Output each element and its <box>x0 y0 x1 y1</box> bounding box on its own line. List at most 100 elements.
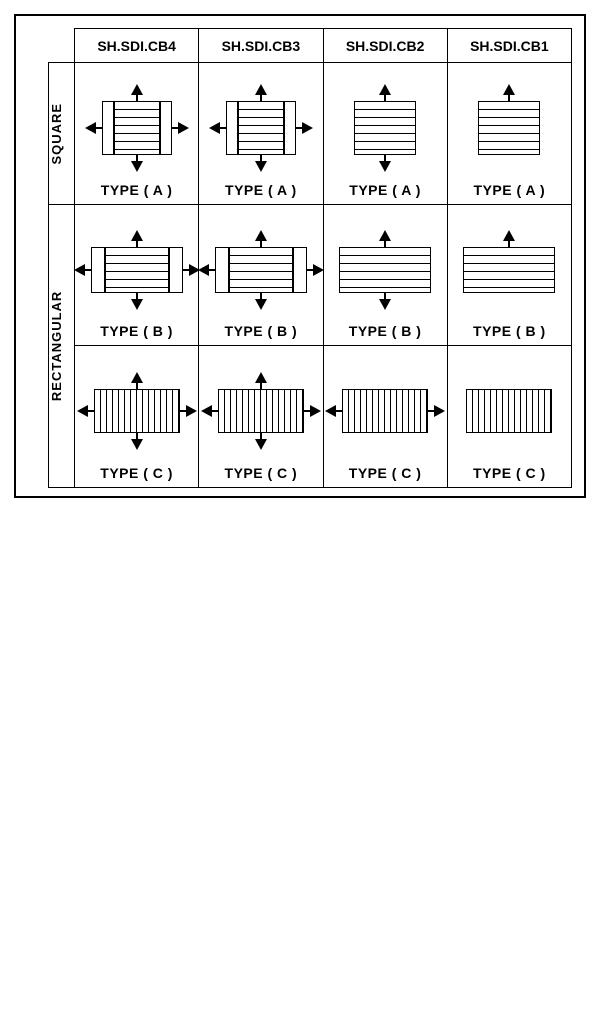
arrow-left-icon <box>77 405 88 417</box>
arrow-right-icon <box>310 405 321 417</box>
caption: TYPE ( A ) <box>448 182 571 198</box>
core-panel <box>478 101 540 155</box>
caption: TYPE ( C ) <box>75 465 198 481</box>
cell-A-3: TYPE ( A ) <box>447 63 571 205</box>
caption: TYPE ( B ) <box>75 323 198 339</box>
diagram <box>226 101 296 155</box>
arrow-left-icon <box>198 264 209 276</box>
arrow-up-stem <box>508 241 510 247</box>
arrow-left-stem <box>88 410 94 412</box>
arrow-up-icon <box>379 230 391 241</box>
side-panel <box>226 101 238 155</box>
cell-A-1: TYPE ( A ) <box>199 63 323 205</box>
core-panel <box>342 389 428 433</box>
side-panel <box>102 101 114 155</box>
arrow-right-icon <box>434 405 445 417</box>
side-panel <box>91 247 105 293</box>
arrow-up-icon <box>503 230 515 241</box>
arrow-up-icon <box>379 84 391 95</box>
arrow-up-icon <box>255 372 267 383</box>
row-C: TYPE ( C ) TYPE ( C ) TYPE ( C ) TYPE ( … <box>49 346 572 488</box>
core-panel <box>94 389 180 433</box>
arrow-down-icon <box>131 161 143 172</box>
arrow-up-stem <box>508 95 510 101</box>
cell-C-1: TYPE ( C ) <box>199 346 323 488</box>
diagram <box>215 247 307 293</box>
arrow-down-icon <box>379 161 391 172</box>
cell-C-2: TYPE ( C ) <box>323 346 447 488</box>
arrow-up-stem <box>260 383 262 389</box>
arrow-left-stem <box>212 410 218 412</box>
arrow-down-icon <box>131 299 143 310</box>
corner-cell <box>49 29 75 63</box>
caption: TYPE ( B ) <box>199 323 322 339</box>
arrow-up-icon <box>131 372 143 383</box>
caption: TYPE ( C ) <box>448 465 571 481</box>
diagram <box>91 247 183 293</box>
arrow-up-stem <box>384 95 386 101</box>
arrow-left-stem <box>85 269 91 271</box>
arrow-right-icon <box>186 405 197 417</box>
arrow-down-icon <box>379 299 391 310</box>
core-panel <box>354 101 416 155</box>
arrow-up-stem <box>260 95 262 101</box>
col-header-3: SH.SDI.CB1 <box>447 29 571 63</box>
side-panel <box>284 101 296 155</box>
arrow-up-icon <box>255 230 267 241</box>
side-panel <box>169 247 183 293</box>
core-panel <box>218 389 304 433</box>
arrow-left-icon <box>209 122 220 134</box>
arrow-down-icon <box>131 439 143 450</box>
figure-frame: SH.SDI.CB4 SH.SDI.CB3 SH.SDI.CB2 SH.SDI.… <box>14 14 586 498</box>
arrow-up-stem <box>136 383 138 389</box>
cell-B-2: TYPE ( B ) <box>323 204 447 346</box>
diagram <box>218 389 304 433</box>
caption: TYPE ( A ) <box>75 182 198 198</box>
caption: TYPE ( B ) <box>324 323 447 339</box>
arrow-up-stem <box>384 241 386 247</box>
core-panel <box>229 247 293 293</box>
caption: TYPE ( C ) <box>324 465 447 481</box>
arrow-down-icon <box>255 439 267 450</box>
arrow-down-icon <box>255 161 267 172</box>
arrow-right-icon <box>302 122 313 134</box>
cell-A-2: TYPE ( A ) <box>323 63 447 205</box>
arrow-up-icon <box>503 84 515 95</box>
arrow-up-stem <box>136 241 138 247</box>
arrow-right-icon <box>178 122 189 134</box>
caption: TYPE ( A ) <box>199 182 322 198</box>
arrow-up-stem <box>260 241 262 247</box>
arrow-left-stem <box>336 410 342 412</box>
cell-C-0: TYPE ( C ) <box>75 346 199 488</box>
arrow-up-icon <box>255 84 267 95</box>
cell-B-1: TYPE ( B ) <box>199 204 323 346</box>
arrow-left-icon <box>325 405 336 417</box>
core-panel <box>339 247 431 293</box>
arrow-down-icon <box>255 299 267 310</box>
side-panel <box>215 247 229 293</box>
arrow-left-icon <box>74 264 85 276</box>
row-A: SQUARE TYPE ( A ) TYPE ( A ) TYPE ( A ) … <box>49 63 572 205</box>
diagram <box>102 101 172 155</box>
arrow-left-icon <box>85 122 96 134</box>
col-header-0: SH.SDI.CB4 <box>75 29 199 63</box>
diagram <box>94 389 180 433</box>
diagram <box>463 247 555 293</box>
core-panel <box>114 101 160 155</box>
col-header-2: SH.SDI.CB2 <box>323 29 447 63</box>
core-panel <box>238 101 284 155</box>
core-panel <box>466 389 552 433</box>
caption: TYPE ( A ) <box>324 182 447 198</box>
diagram <box>478 101 540 155</box>
arrow-left-stem <box>220 127 226 129</box>
arrow-left-stem <box>96 127 102 129</box>
arrow-left-stem <box>209 269 215 271</box>
cell-B-0: TYPE ( B ) <box>75 204 199 346</box>
row-label-rectangular: RECTANGULAR <box>49 204 75 487</box>
arrow-up-icon <box>131 230 143 241</box>
arrow-up-stem <box>136 95 138 101</box>
cell-B-3: TYPE ( B ) <box>447 204 571 346</box>
cell-A-0: TYPE ( A ) <box>75 63 199 205</box>
caption: TYPE ( B ) <box>448 323 571 339</box>
diagram <box>466 389 552 433</box>
